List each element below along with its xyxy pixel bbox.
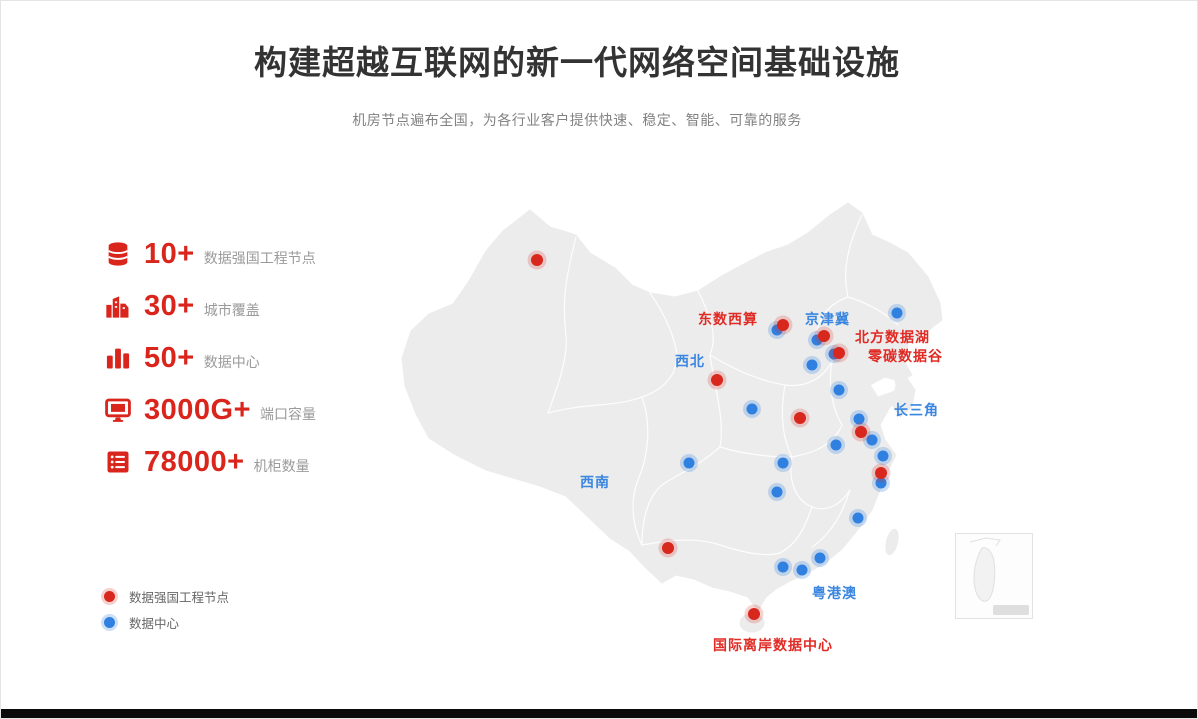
map-region-label: 西北 [675,353,705,369]
project-node-dot [531,254,543,266]
map-region-label: 北方数据湖 [855,329,930,345]
map-region-label: 京津冀 [805,311,850,327]
china-map-shape [401,202,943,633]
legend-label: 数据中心 [129,616,180,631]
data-center-dot [777,561,789,573]
map-region-label: 零碳数据谷 [868,348,943,364]
city-icon [103,291,133,321]
data-center-dot [877,450,889,462]
stat-value: 30+ [144,289,195,322]
blue-dot-icon [104,616,115,628]
stat-row-data-centers: 50+ 数据中心 [103,342,316,374]
data-center-dot [811,334,823,346]
section-header: 构建超越互联网的新一代网络空间基础设施 机房节点遍布全国，为各行业客户提供快速、… [0,0,1176,130]
stat-value: 78000+ [144,445,245,478]
stat-value: 50+ [144,341,195,374]
project-node-dot [855,426,867,438]
data-center-dot [771,324,783,336]
project-node-dot [711,374,723,386]
stat-value: 3000G+ [144,393,252,426]
stat-row-project-nodes: 10+ 数据强国工程节点 [103,238,316,270]
project-node-dot [748,608,760,620]
legend-item-data-center: 数据中心 [104,614,229,631]
server-rack-icon [103,447,133,477]
stats-panel: 10+ 数据强国工程节点 30+ 城市覆盖 50+ 数据中心 3000G+ 端口… [103,238,316,478]
legend-label: 数据强国工程节点 [129,590,230,605]
map-legend: 数据强国工程节点 数据中心 [104,588,230,631]
data-center-dot [746,403,758,415]
page-subtitle: 机房节点遍布全国，为各行业客户提供快速、稳定、智能、可靠的服务 [352,112,802,128]
legend-item-project-node: 数据强国工程节点 [104,588,230,605]
data-center-dot [852,512,864,524]
stat-row-cabinets: 78000+ 机柜数量 [103,446,316,478]
data-center-dot [796,564,808,576]
stat-value: 10+ [144,237,195,270]
data-center-dot [830,439,842,451]
project-node-dot [777,319,789,331]
monitor-icon [103,395,133,425]
data-center-dot [875,477,887,489]
project-node-dot [794,412,806,424]
data-center-dot [806,359,818,371]
bottom-bar [0,709,1198,719]
stat-label: 数据中心 [203,353,260,370]
map-region-label: 国际离岸数据中心 [713,637,833,653]
map-region-label: 粤港澳 [812,585,857,601]
map-labels-layer: 东数西算 京津冀 北方数据湖零碳数据谷 西北长三角西南粤港澳国际离岸数据中心 [380,185,1040,685]
china-map: 东数西算 京津冀 北方数据湖零碳数据谷 西北长三角西南粤港澳国际离岸数据中心 [380,185,1040,685]
data-center-dot [771,486,783,498]
database-icon [103,239,133,269]
project-node-dot [833,347,845,359]
data-center-dot [853,413,865,425]
project-node-dot [875,467,887,479]
map-watermark [993,605,1029,615]
data-center-dot [833,384,845,396]
stat-label: 端口容量 [260,405,317,422]
stat-label: 数据强国工程节点 [203,249,316,266]
red-dot-icon [104,590,115,602]
data-center-dot [814,552,826,564]
stat-label: 机柜数量 [253,457,310,474]
data-center-dot [777,457,789,469]
south-china-sea-inset [955,533,1033,619]
stat-row-port-capacity: 3000G+ 端口容量 [103,394,316,426]
map-points-layer [380,185,1040,685]
map-region-label: 西南 [580,474,610,490]
bar-chart-icon [103,343,133,373]
stat-row-cities: 30+ 城市覆盖 [103,290,316,322]
data-center-dot [683,457,695,469]
project-node-dot [662,542,674,554]
data-center-dot [866,434,878,446]
map-region-label: 长三角 [894,402,939,418]
stat-label: 城市覆盖 [203,301,260,318]
page-title: 构建超越互联网的新一代网络空间基础设施 [254,44,900,81]
map-region-label: 东数西算 [698,311,758,327]
project-node-dot [818,330,830,342]
data-center-dot [891,307,903,319]
